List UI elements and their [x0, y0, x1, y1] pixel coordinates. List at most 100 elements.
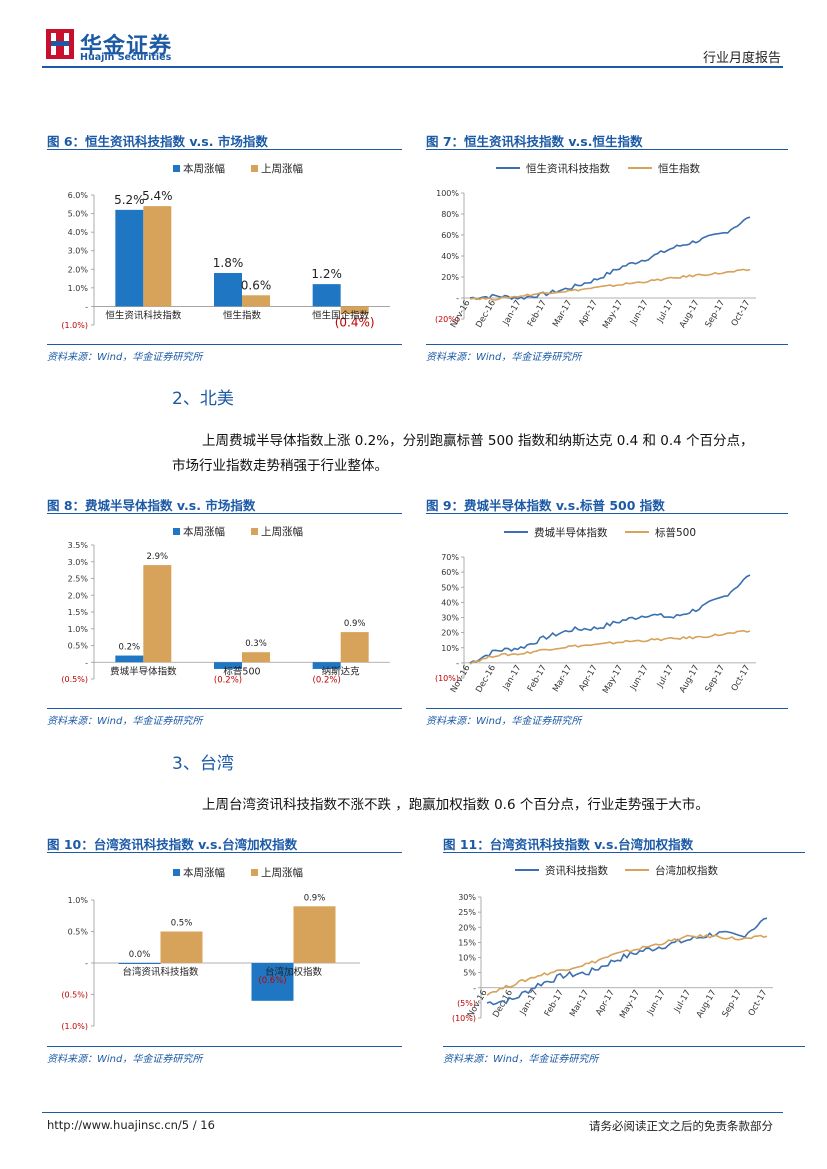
footer-url[interactable]: http://www.huajinsc.cn/5 / 16 [47, 1118, 215, 1132]
y-tick-label: (10%) [435, 674, 459, 683]
data-label: 2.9% [147, 552, 169, 562]
x-tick-label: Jan-17 [501, 663, 524, 692]
x-tick-label: Feb-17 [543, 988, 566, 1018]
legend-label: 上周涨幅 [261, 866, 303, 879]
legend-swatch [251, 869, 258, 876]
figure-11-bottom-rule [443, 1046, 805, 1047]
logo-icon [46, 29, 74, 59]
x-tick-label: May-17 [601, 299, 625, 331]
y-tick-label: 1.0% [68, 284, 89, 293]
data-label: 0.2% [119, 643, 141, 653]
bar [143, 565, 172, 663]
y-tick-label: 2.0% [68, 265, 89, 274]
figure-9-title: 图 9：费城半导体指数 v.s.标普 500 指数 [426, 498, 665, 513]
series-line [469, 216, 751, 300]
x-tick-label: Aug-17 [678, 299, 702, 330]
y-tick-label: 3.0% [68, 558, 89, 567]
bar [312, 284, 341, 307]
figure-9-rule [426, 513, 788, 514]
category-label: 恒生资讯科技指数 [105, 309, 182, 321]
y-tick-label: 5.0% [68, 210, 89, 219]
x-tick-label: Apr-17 [577, 299, 600, 328]
paragraph-na-line1: 上周费城半导体指数上涨 0.2%，分别跑赢标普 500 指数和纳斯达克 0.4 … [202, 433, 754, 449]
y-tick-label: 1.5% [68, 608, 89, 617]
bar [293, 906, 336, 963]
x-tick-label: Aug-17 [678, 663, 702, 694]
y-tick-label: 30% [441, 614, 459, 623]
x-tick-label: Jan-17 [501, 299, 524, 328]
x-tick-label: Jul-17 [655, 299, 676, 326]
y-tick-label: (0.5%) [61, 675, 88, 684]
y-tick-label: 50% [441, 583, 459, 592]
legend-label: 资讯科技指数 [545, 864, 608, 877]
bar [160, 931, 203, 963]
x-tick-label: Dec-16 [474, 299, 498, 330]
y-tick-label: 0.5% [68, 642, 89, 651]
figure-7-title: 图 7：恒生资讯科技指数 v.s.恒生指数 [426, 134, 643, 149]
data-label: 5.4% [142, 189, 173, 203]
x-tick-label: Aug-17 [695, 988, 719, 1019]
legend-swatch [251, 165, 258, 172]
legend-label: 本周涨幅 [183, 525, 225, 538]
paragraph-na-line2: 市场行业指数走势稍强于行业整体。 [172, 458, 388, 474]
figure-6-bottom-rule [47, 344, 402, 345]
section-north-america-title: 2、北美 [172, 389, 234, 409]
section-taiwan-title: 3、台湾 [172, 754, 234, 774]
figure-8-bottom-rule [47, 708, 402, 709]
data-label: (0.2%) [313, 675, 341, 685]
x-tick-label: Sep-17 [704, 663, 728, 694]
figure-6-source: 资料来源：Wind，华金证券研究所 [47, 352, 203, 363]
x-tick-label: Feb-17 [526, 299, 549, 329]
y-tick-label: 0.5% [68, 928, 89, 937]
legend-swatch [251, 528, 258, 535]
y-tick-label: 10% [458, 954, 476, 963]
figure-8-title: 图 8：费城半导体指数 v.s. 市场指数 [47, 498, 256, 513]
logo-en: Huajin Securities [80, 52, 172, 63]
paragraph-tw-line1: 上周台湾资讯科技指数不涨不跌 ，跑赢加权指数 0.6 个百分点，行业走势强于大市… [202, 797, 709, 813]
y-tick-label: (20%) [435, 315, 459, 324]
figure-8-rule [47, 513, 402, 514]
y-tick-label: (0.5%) [61, 991, 88, 1000]
bar [242, 652, 270, 663]
data-label: 0.3% [245, 639, 267, 649]
figure-10-bottom-rule [47, 1046, 402, 1047]
y-tick-label: 25% [458, 908, 476, 917]
series-line [486, 917, 768, 1006]
data-label: 5.2% [114, 193, 145, 207]
y-tick-label: 2.5% [68, 575, 89, 584]
data-label: (0.2%) [214, 675, 242, 685]
x-tick-label: Apr-17 [594, 988, 617, 1017]
x-tick-label: Jul-17 [655, 663, 676, 690]
legend-label: 恒生指数 [658, 162, 700, 175]
data-label: 0.9% [304, 893, 326, 903]
y-tick-label: 10% [441, 644, 459, 653]
category-label: 恒生国企指数 [312, 309, 370, 321]
figure-7-line-chart: (20%)-20%40%60%80%100%Nov-16 Dec-16 Jan-17… [435, 162, 756, 331]
figure-11-source: 资料来源：Wind，华金证券研究所 [443, 1054, 599, 1065]
series-line [469, 574, 751, 664]
data-label: 1.8% [213, 256, 244, 270]
data-label: 0.5% [171, 919, 193, 929]
figure-9-source: 资料来源：Wind，华金证券研究所 [426, 716, 582, 727]
x-tick-label: Feb-17 [526, 663, 549, 693]
figure-11-line-chart: (10%)(5%)-5%10%15%20%25%30%Nov-16 Dec-16 J… [452, 864, 773, 1023]
y-tick-label: - [456, 294, 459, 303]
data-label: 1.2% [311, 267, 342, 281]
series-line [469, 629, 751, 665]
figure-7-source: 资料来源：Wind，华金证券研究所 [426, 352, 582, 363]
y-tick-label: 1.0% [68, 896, 89, 905]
y-tick-label: 100% [436, 189, 459, 198]
category-label: 台湾加权指数 [265, 966, 323, 978]
legend-label: 上周涨幅 [261, 162, 303, 175]
series-line [469, 268, 751, 301]
y-tick-label: 4.0% [68, 228, 89, 237]
figure-9-line-chart: (10%)-10%20%30%40%50%60%70%Nov-16 Dec-16 J… [435, 526, 756, 695]
y-tick-label: (1.0%) [61, 1022, 88, 1031]
x-tick-label: Mar-17 [551, 663, 574, 693]
x-tick-label: May-17 [618, 988, 642, 1020]
category-label: 费城半导体指数 [110, 665, 177, 677]
x-tick-label: Jun-17 [628, 299, 651, 328]
bar [143, 206, 172, 307]
y-tick-label: 70% [441, 553, 459, 562]
figure-10-title: 图 10：台湾资讯科技指数 v.s.台湾加权指数 [47, 837, 298, 852]
